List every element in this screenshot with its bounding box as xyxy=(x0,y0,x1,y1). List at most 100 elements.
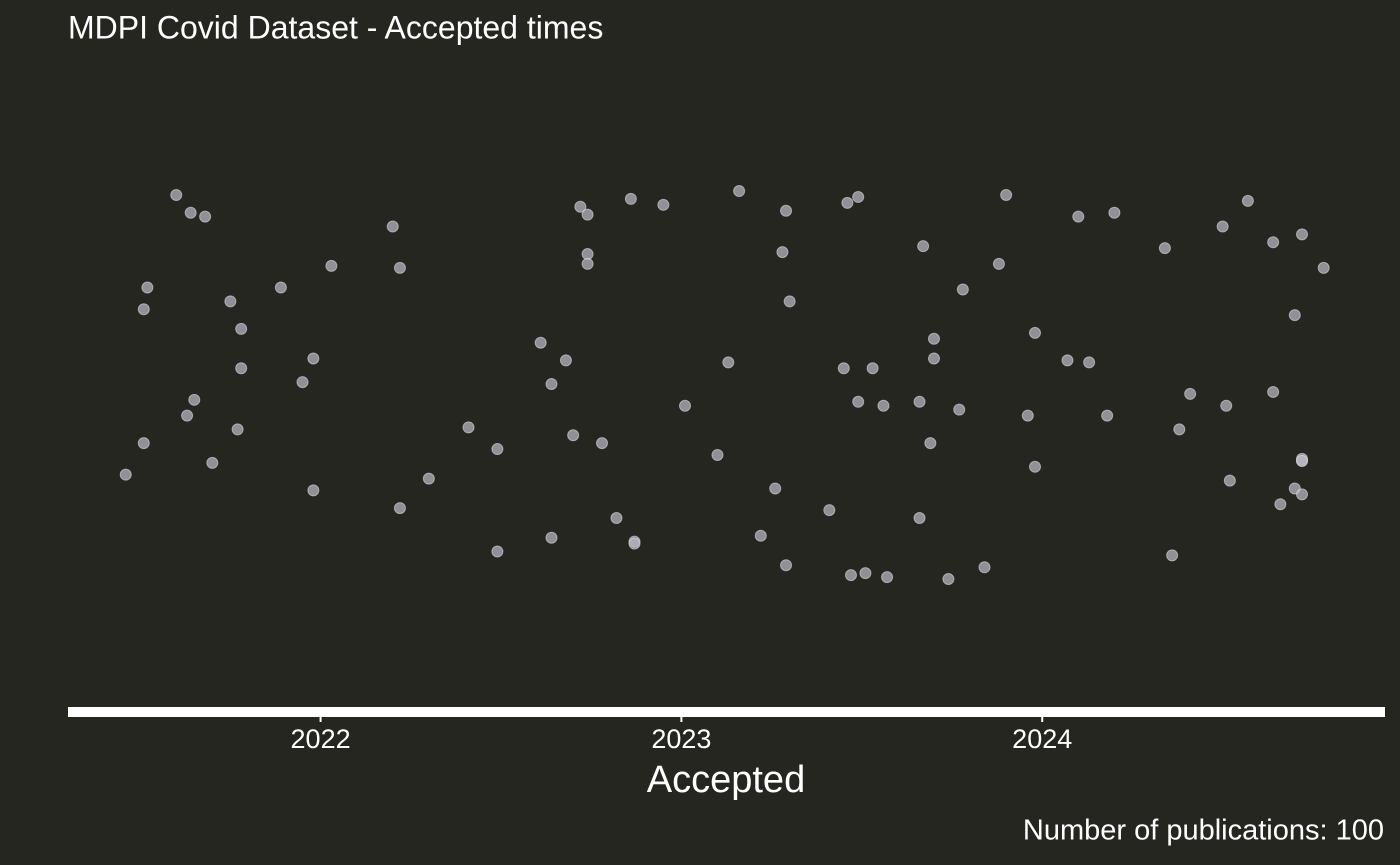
point xyxy=(953,403,966,416)
point xyxy=(325,259,338,272)
point xyxy=(545,531,558,544)
point xyxy=(206,456,219,469)
point xyxy=(1296,454,1309,467)
point xyxy=(170,188,183,201)
point xyxy=(581,208,594,221)
point xyxy=(119,468,132,481)
caption: Number of publications: 100 xyxy=(1023,815,1384,847)
point xyxy=(1274,498,1287,511)
point xyxy=(1288,309,1301,322)
point xyxy=(722,356,735,369)
point xyxy=(837,362,850,375)
point xyxy=(881,571,894,584)
point xyxy=(1000,188,1013,201)
point xyxy=(307,352,320,365)
point xyxy=(393,502,406,515)
point xyxy=(235,362,248,375)
point xyxy=(823,504,836,517)
point xyxy=(942,573,955,586)
x-tick-label: 2023 xyxy=(651,724,711,754)
point xyxy=(1166,549,1179,562)
point xyxy=(679,399,692,412)
point xyxy=(1317,261,1330,274)
point xyxy=(1029,460,1042,473)
point xyxy=(956,283,969,296)
point xyxy=(1101,409,1114,422)
x-axis-label: Accepted xyxy=(647,759,805,801)
point xyxy=(1083,356,1096,369)
point xyxy=(567,429,580,442)
point xyxy=(610,512,623,524)
point xyxy=(231,423,244,436)
point xyxy=(927,352,940,365)
point xyxy=(137,437,150,450)
point xyxy=(491,443,504,456)
point xyxy=(1061,354,1074,367)
point xyxy=(491,545,504,558)
point xyxy=(1184,387,1197,400)
point xyxy=(596,437,609,450)
point xyxy=(927,332,940,345)
x-tick-label: 2024 xyxy=(1012,724,1072,754)
point xyxy=(274,281,287,294)
point xyxy=(574,200,587,213)
x-tick-label: 2022 xyxy=(291,724,351,754)
point xyxy=(545,378,558,391)
point xyxy=(235,322,248,335)
point xyxy=(852,395,865,408)
point xyxy=(769,482,782,495)
point xyxy=(1108,206,1121,219)
point xyxy=(624,192,637,205)
point xyxy=(1296,228,1309,241)
point xyxy=(224,295,237,308)
point xyxy=(1021,409,1034,422)
point xyxy=(877,399,890,412)
point xyxy=(780,204,793,217)
point xyxy=(1241,194,1254,207)
point xyxy=(1158,242,1171,255)
point xyxy=(141,281,154,294)
point xyxy=(913,395,926,408)
point xyxy=(296,376,309,389)
point xyxy=(137,303,150,316)
point xyxy=(462,421,475,434)
point xyxy=(184,206,197,219)
point xyxy=(754,529,767,542)
point xyxy=(1029,326,1042,339)
point xyxy=(711,448,724,461)
point xyxy=(307,484,320,497)
point xyxy=(1216,220,1229,233)
point xyxy=(534,336,547,349)
point xyxy=(181,409,194,422)
point xyxy=(992,257,1005,270)
point xyxy=(393,261,406,274)
point xyxy=(841,196,854,209)
point xyxy=(917,240,930,253)
point xyxy=(559,354,572,367)
point xyxy=(859,567,872,580)
point xyxy=(1223,474,1236,487)
point xyxy=(1267,385,1280,398)
point xyxy=(844,569,857,582)
point xyxy=(924,437,937,450)
point xyxy=(783,295,796,308)
point xyxy=(581,257,594,270)
point xyxy=(852,190,865,203)
chart-title: MDPI Covid Dataset - Accepted times xyxy=(68,9,603,45)
point xyxy=(776,246,789,259)
point xyxy=(1296,488,1309,501)
point xyxy=(978,561,991,574)
point xyxy=(1220,399,1233,412)
point xyxy=(780,559,793,572)
point xyxy=(1267,236,1280,249)
point xyxy=(188,393,201,406)
point xyxy=(1173,423,1186,436)
point xyxy=(733,185,746,198)
point xyxy=(913,512,926,524)
point xyxy=(1072,210,1085,223)
point xyxy=(386,220,399,233)
point xyxy=(628,537,641,550)
point xyxy=(657,198,670,211)
point xyxy=(866,362,879,375)
